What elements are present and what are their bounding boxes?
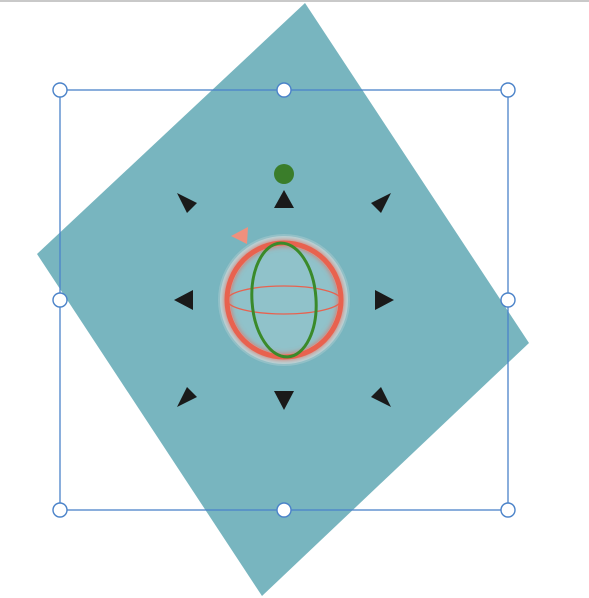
resize-handle-top-left[interactable] — [52, 82, 68, 98]
resize-handle-left[interactable] — [52, 292, 68, 308]
resize-handle-top[interactable] — [276, 82, 292, 98]
move-arrow-up-icon[interactable] — [274, 190, 294, 208]
move-arrow-up-right-icon[interactable] — [371, 193, 391, 213]
move-arrow-right-icon[interactable] — [375, 290, 394, 310]
resize-handle-bottom-left[interactable] — [52, 502, 68, 518]
move-arrow-up-left-icon[interactable] — [177, 193, 197, 213]
top-divider — [0, 0, 589, 2]
orbit-gizmo-icon[interactable] — [218, 234, 350, 366]
resize-handle-bottom[interactable] — [276, 502, 292, 518]
gizmo-cursor-icon — [231, 227, 248, 244]
move-arrow-down-right-icon[interactable] — [371, 387, 391, 407]
move-arrow-left-icon[interactable] — [174, 290, 193, 310]
move-arrow-down-icon[interactable] — [274, 391, 294, 410]
resize-handle-right[interactable] — [500, 292, 516, 308]
rotated-rectangle-shape[interactable] — [37, 3, 529, 596]
gizmo-meridian-ring[interactable] — [248, 241, 320, 359]
resize-handle-top-right[interactable] — [500, 82, 516, 98]
resize-handle-bottom-right[interactable] — [500, 502, 516, 518]
gizmo-equator-ring[interactable] — [226, 285, 342, 315]
move-arrow-down-left-icon[interactable] — [177, 387, 197, 407]
rotate-handle-icon[interactable] — [274, 164, 294, 184]
